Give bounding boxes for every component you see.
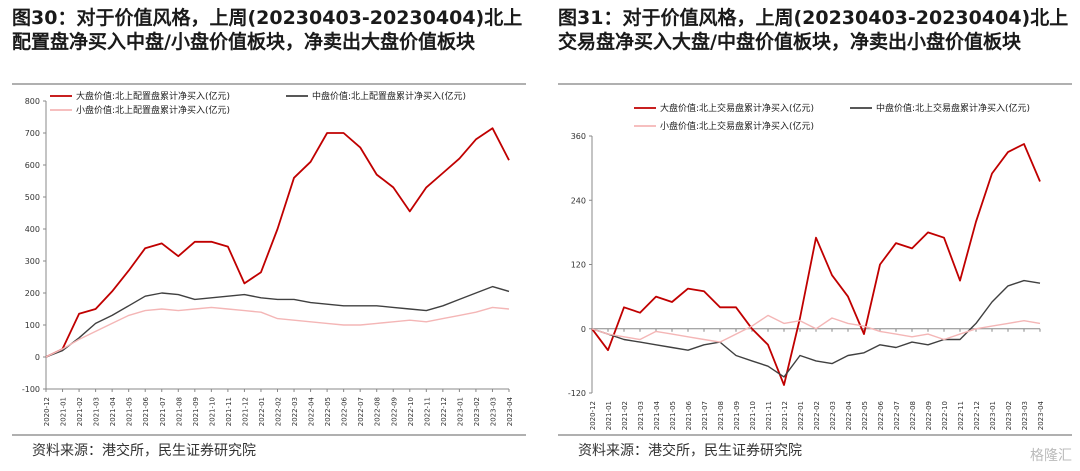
x-tick-label: 2022-04 — [845, 400, 853, 430]
x-tick-label: 2023-04 — [506, 396, 514, 426]
y-tick-label: -100 — [22, 385, 40, 394]
y-tick-label: 500 — [25, 193, 40, 202]
series-line-3 — [45, 306, 510, 358]
x-tick-label: 2021-01 — [605, 401, 613, 430]
y-tick-label: 0 — [35, 353, 40, 362]
line-chart-trading: -120 0 120 240 360 2020-12 2021-01 2021-02 2021-… — [568, 102, 1045, 430]
x-tick-label: 2022-12 — [973, 401, 981, 430]
source-note: 资料来源：港交所，民生证券研究院 — [32, 443, 256, 459]
legend-label: 小盘价值:北上配置盘累计净买入(亿元) — [76, 104, 230, 116]
y-tick-label: 700 — [25, 129, 40, 138]
x-tick-label: 2022-01 — [258, 397, 266, 426]
y-tick-label: 240 — [571, 196, 586, 205]
title-rule — [12, 83, 526, 85]
x-tick-label: 2022-08 — [374, 397, 382, 426]
series-line-2 — [591, 279, 1041, 378]
y-tick-label: 0 — [581, 325, 586, 334]
series-line-2 — [45, 285, 510, 358]
x-tick-label: 2023-03 — [1021, 401, 1029, 430]
figure-title: 图31：对于价值风格，上周(20230403-20230404)北上交易盘净买入… — [558, 7, 1069, 53]
chart-panel-right: 图31：对于价值风格，上周(20230403-20230404)北上交易盘净买入… — [550, 0, 1080, 471]
x-tick-label: 2022-07 — [357, 397, 365, 426]
x-tick-label: 2021-08 — [175, 397, 183, 426]
legend-label: 大盘价值:北上配置盘累计净买入(亿元) — [76, 90, 230, 102]
x-tick-label: 2022-02 — [813, 401, 821, 430]
x-tick-label: 2021-09 — [192, 397, 200, 426]
x-tick-label: 2021-07 — [701, 401, 709, 430]
x-tick-label: 2021-06 — [685, 400, 693, 430]
y-tick-label: 120 — [571, 261, 586, 270]
x-tick-label: 2021-11 — [225, 397, 233, 426]
x-tick-label: 2021-09 — [733, 401, 741, 430]
line-chart-allocation: -100 0 100 200 300 400 500 600 700 800 2020-12 2021… — [22, 90, 514, 426]
x-tick-label: 2022-10 — [941, 401, 949, 430]
source-rule — [12, 434, 526, 436]
y-tick-label: 200 — [25, 289, 40, 298]
x-tick-label: 2021-05 — [126, 397, 134, 426]
x-tick-label: 2023-01 — [456, 397, 464, 426]
x-tick-label: 2022-10 — [407, 397, 415, 426]
legend-label: 小盘价值:北上交易盘累计净买入(亿元) — [660, 120, 814, 132]
series-line-3 — [591, 314, 1041, 343]
x-tick-label: 2021-11 — [765, 401, 773, 430]
x-tick-label: 2020-12 — [589, 401, 597, 430]
x-tick-label: 2022-04 — [308, 396, 316, 426]
y-tick-label: 400 — [25, 225, 40, 234]
x-tick-label: 2022-02 — [275, 397, 283, 426]
x-tick-label: 2021-04 — [653, 400, 661, 430]
title-rule — [558, 83, 1072, 85]
x-tick-label: 2021-03 — [93, 397, 101, 426]
x-tick-label: 2022-03 — [291, 397, 299, 426]
series-line-1 — [45, 127, 510, 358]
x-tick-label: 2021-06 — [142, 396, 150, 426]
series-line-1 — [591, 143, 1041, 386]
x-tick-label: 2021-05 — [669, 401, 677, 430]
x-tick-label: 2020-12 — [43, 397, 51, 426]
x-tick-label: 2021-01 — [60, 397, 68, 426]
x-tick-label: 2022-01 — [797, 401, 805, 430]
x-tick-label: 2023-02 — [1005, 401, 1013, 430]
x-tick-label: 2022-06 — [877, 400, 885, 430]
chart-panel-left: 图30：对于价值风格，上周(20230403-20230404)北上配置盘净买入… — [4, 0, 534, 471]
x-tick-label: 2023-03 — [489, 397, 497, 426]
x-tick-label: 2023-01 — [989, 401, 997, 430]
x-tick-label: 2022-05 — [324, 397, 332, 426]
x-tick-label: 2022-11 — [423, 397, 431, 426]
y-tick-label: 360 — [571, 132, 586, 141]
x-tick-label: 2023-02 — [473, 397, 481, 426]
y-tick-label: -120 — [568, 389, 586, 398]
source-note: 资料来源：港交所，民生证券研究院 — [578, 443, 802, 459]
x-tick-label: 2021-12 — [241, 397, 249, 426]
x-tick-label: 2021-04 — [109, 396, 117, 426]
x-tick-label: 2022-12 — [440, 397, 448, 426]
x-tick-label: 2022-09 — [925, 401, 933, 430]
x-tick-label: 2021-02 — [76, 397, 84, 426]
watermark-logo: 格隆汇 — [1030, 448, 1072, 464]
x-tick-label: 2021-08 — [717, 401, 725, 430]
legend-label: 中盘价值:北上交易盘累计净买入(亿元) — [876, 102, 1030, 114]
x-tick-label: 2022-03 — [829, 401, 837, 430]
x-tick-label: 2022-07 — [893, 401, 901, 430]
x-tick-label: 2022-05 — [861, 401, 869, 430]
legend-label: 中盘价值:北上配置盘累计净买入(亿元) — [312, 90, 466, 102]
y-tick-label: 300 — [25, 257, 40, 266]
x-tick-label: 2021-12 — [781, 401, 789, 430]
x-tick-label: 2022-11 — [957, 401, 965, 430]
y-tick-label: 800 — [25, 97, 40, 106]
legend-label: 大盘价值:北上交易盘累计净买入(亿元) — [660, 102, 814, 114]
source-rule — [558, 434, 1072, 436]
x-tick-label: 2021-03 — [637, 401, 645, 430]
x-tick-label: 2021-07 — [159, 397, 167, 426]
y-tick-label: 600 — [25, 161, 40, 170]
x-tick-label: 2021-10 — [749, 401, 757, 430]
x-tick-label: 2022-08 — [909, 401, 917, 430]
x-tick-label: 2022-09 — [390, 397, 398, 426]
x-tick-label: 2021-02 — [621, 401, 629, 430]
figure-title: 图30：对于价值风格，上周(20230403-20230404)北上配置盘净买入… — [12, 7, 523, 53]
x-tick-label: 2023-04 — [1037, 400, 1045, 430]
x-tick-label: 2021-10 — [208, 397, 216, 426]
y-tick-label: 100 — [25, 321, 40, 330]
x-tick-label: 2022-06 — [341, 396, 349, 426]
